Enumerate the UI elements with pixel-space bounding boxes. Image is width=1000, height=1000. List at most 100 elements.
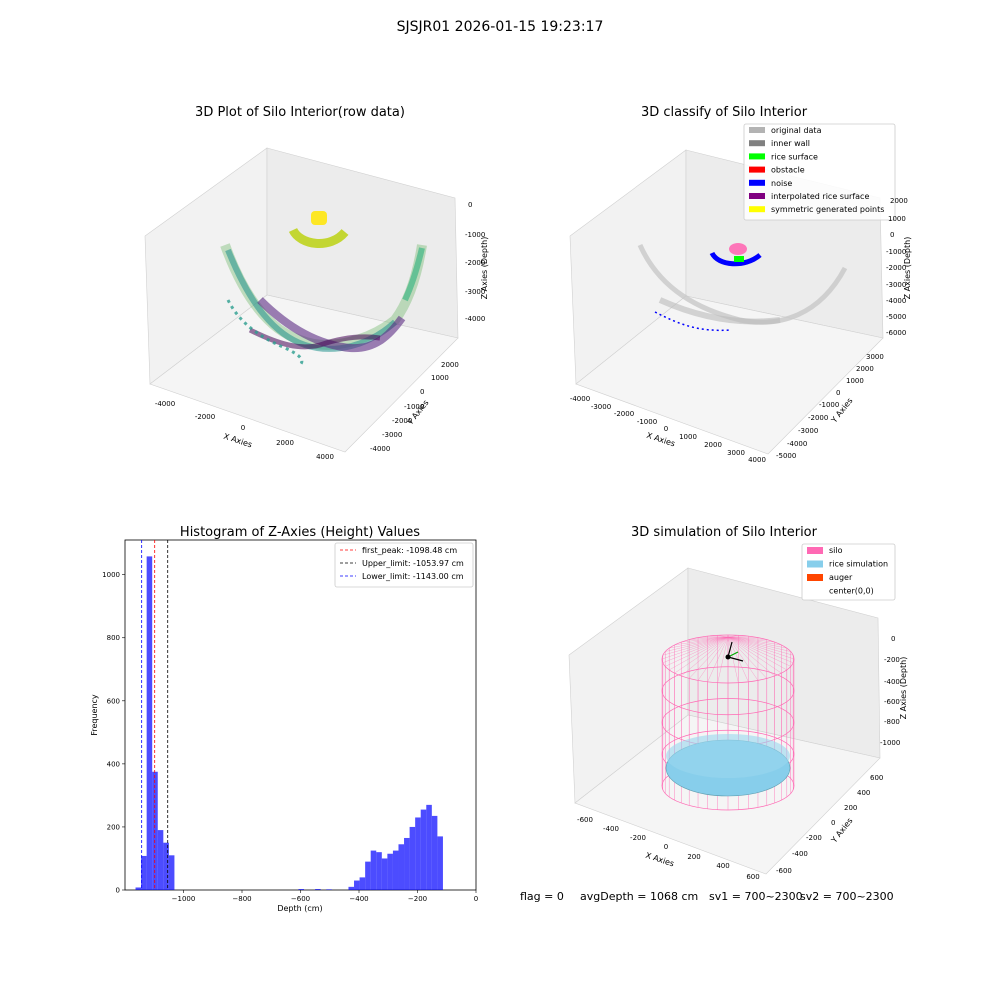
svg-text:2000: 2000 [856, 365, 874, 373]
svg-text:1000: 1000 [846, 377, 864, 385]
classify-legend-swatch [749, 140, 765, 147]
svg-text:0: 0 [664, 425, 668, 433]
simulation-legend-label: center(0,0) [829, 587, 874, 596]
svg-text:-3000: -3000 [886, 281, 906, 289]
histogram-bar [370, 850, 377, 890]
svg-text:3000: 3000 [866, 353, 884, 361]
svg-text:400: 400 [857, 789, 870, 797]
histogram-bar [354, 880, 360, 890]
svg-text:-1000: -1000 [637, 418, 657, 426]
svg-text:1000: 1000 [679, 433, 697, 441]
svg-text:-4000: -4000 [155, 400, 175, 408]
suptitle: SJSJR01 2026-01-15 19:23:17 [397, 19, 604, 35]
classify-legend-label: inner wall [771, 139, 810, 148]
svg-text:-400: -400 [603, 825, 619, 833]
svg-text:0: 0 [420, 388, 424, 396]
classify-legend-swatch [749, 153, 765, 160]
panel-histogram: Histogram of Z-Axies (Height) Values −10… [90, 525, 478, 913]
svg-text:-400: -400 [884, 678, 900, 686]
svg-text:-600: -600 [884, 698, 900, 706]
svg-text:0: 0 [241, 424, 245, 432]
classify-legend-label: noise [771, 179, 792, 188]
histogram-bar [365, 861, 371, 890]
svg-text:-3000: -3000 [591, 403, 611, 411]
histogram-legend-label: first_peak: -1098.48 cm [362, 546, 457, 555]
panel-simulation-3d: 3D simulation of Silo Interior silo rice … [568, 525, 908, 881]
classify-legend-label: symmetric generated points [771, 205, 884, 214]
histogram-legend-frame [334, 542, 474, 588]
histogram-y-tick-label: 0 [116, 887, 120, 895]
histogram-bar [168, 855, 175, 890]
simulation-legend-swatch [807, 560, 823, 568]
classify-3d-x-ticks: -4000 -3000 -2000 -1000 0 1000 2000 3000… [570, 395, 766, 464]
svg-text:0: 0 [831, 819, 835, 827]
svg-text:-1000: -1000 [404, 403, 424, 411]
histogram-x-tick-label: 0 [474, 895, 478, 903]
svg-text:-3000: -3000 [382, 431, 402, 439]
svg-text:-400: -400 [792, 850, 808, 858]
classify-legend-label: original data [771, 126, 822, 135]
status-line: flag = 0 avgDepth = 1068 cm sv1 = 700~23… [520, 890, 894, 903]
simulation-legend-swatch [807, 574, 823, 581]
svg-text:200: 200 [687, 853, 700, 861]
svg-text:4000: 4000 [748, 456, 766, 464]
svg-text:2000: 2000 [704, 441, 722, 449]
svg-text:-4000: -4000 [465, 315, 485, 323]
simulation-3d-zlabel: Z Axies (Depth) [899, 657, 908, 720]
svg-text:-6000: -6000 [886, 329, 906, 337]
svg-text:2000: 2000 [441, 361, 459, 369]
svg-text:-200: -200 [806, 834, 822, 842]
status-avg-depth: avgDepth = 1068 cm [580, 890, 698, 903]
status-sv1: sv1 = 700~2300 [709, 890, 803, 903]
histogram-bar [398, 844, 405, 890]
svg-text:-4000: -4000 [787, 440, 807, 448]
svg-text:-200: -200 [884, 656, 900, 664]
svg-text:3000: 3000 [727, 449, 745, 457]
raw-3d-xlabel: X Axies [222, 432, 253, 450]
svg-text:2000: 2000 [890, 197, 908, 205]
svg-text:-3000: -3000 [798, 427, 818, 435]
histogram-y-tick-label: 800 [107, 634, 120, 642]
classify-legend-swatch [749, 179, 765, 186]
histogram-bar [376, 852, 382, 890]
histogram-bar [163, 842, 169, 890]
histogram-bar [359, 877, 366, 890]
histogram-bar [431, 815, 438, 890]
svg-text:-1000: -1000 [819, 401, 839, 409]
svg-text:600: 600 [870, 774, 883, 782]
histogram-bar [315, 889, 321, 890]
raw-3d-point-cloud [220, 211, 427, 367]
panel-classify-3d: 3D classify of Silo Interior original da… [569, 105, 912, 464]
svg-text:-5000: -5000 [886, 313, 906, 321]
panel-raw-3d: 3D Plot of Silo Interior(row data) -4000… [144, 105, 489, 461]
classify-3d-xlabel: X Axies [645, 431, 676, 449]
svg-text:-200: -200 [630, 834, 646, 842]
histogram-bar [326, 889, 332, 890]
histogram-legend: first_peak: -1098.48 cm Upper_limit: -105… [340, 546, 464, 581]
classify-legend-label: interpolated rice surface [771, 192, 869, 201]
svg-text:-800: -800 [884, 718, 900, 726]
svg-text:-1000: -1000 [886, 248, 906, 256]
simulation-3d-z-ticks: 0 -200 -400 -600 -800 -1000 [880, 635, 900, 747]
histogram-y-tick-label: 200 [107, 823, 120, 831]
svg-text:-4000: -4000 [570, 395, 590, 403]
histogram-bar [426, 804, 432, 890]
classify-3d-zlabel: Z Axies (Depth) [903, 237, 912, 300]
classify-3d-z-ticks: 2000 1000 0 -1000 -2000 -3000 -4000 -500… [886, 197, 908, 337]
histogram-bar [409, 826, 416, 890]
classify-legend-frame [743, 123, 896, 221]
classify-3d-point-cloud [637, 243, 848, 332]
svg-text:-2000: -2000 [392, 417, 412, 425]
histogram-bar [387, 853, 393, 890]
simulation-legend: silo rice simulation auger center(0,0) [807, 546, 888, 596]
svg-text:-2000: -2000 [614, 410, 634, 418]
histogram-bar [381, 858, 388, 890]
histogram-xlabel: Depth (cm) [277, 904, 322, 913]
raw-3d-zlabel: Z Axies (Depth) [480, 237, 489, 300]
auger-center-marker [725, 641, 744, 662]
histogram-bar [392, 850, 399, 890]
simulation-legend-label: rice simulation [829, 560, 888, 569]
svg-text:2000: 2000 [276, 439, 294, 447]
simulation-legend-frame [801, 543, 896, 601]
